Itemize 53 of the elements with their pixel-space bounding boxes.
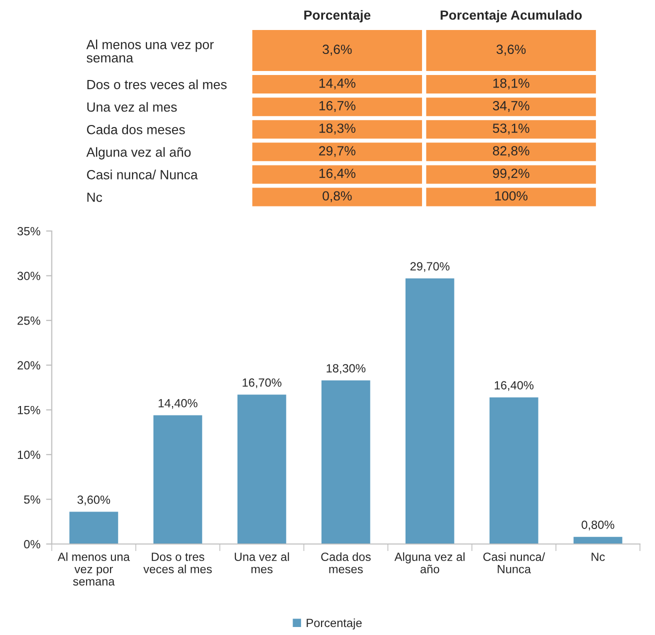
text: 3,6%	[322, 44, 352, 56]
category-label: Una vez al mes	[87, 102, 177, 112]
category-label: Alguna vez al año	[86, 147, 191, 160]
text: 82,8%	[492, 146, 530, 158]
text: 16,4%	[319, 168, 356, 180]
data-label: 14,40%	[158, 398, 198, 409]
bar	[574, 536, 622, 544]
bar	[153, 415, 202, 544]
category-label: Cada dos meses	[86, 124, 185, 134]
data-label: 29,70%	[410, 262, 450, 272]
bar	[406, 278, 454, 544]
y-tick-label: 25%	[18, 316, 40, 325]
category-label: Nc	[87, 192, 102, 202]
bar	[237, 394, 286, 544]
text: 53,1%	[492, 124, 530, 134]
y-tick-label: 20%	[18, 361, 40, 370]
x-tick-label: Alguna vez al año	[394, 552, 465, 574]
text: 18,1%	[493, 78, 530, 90]
data-label: 16,40%	[494, 381, 534, 391]
y-tick-label: 35%	[17, 227, 40, 236]
text: 99,2%	[492, 168, 530, 180]
y-tick-label: 10%	[18, 450, 40, 459]
y-tick-label: 0%	[24, 540, 40, 548]
bar	[490, 397, 538, 544]
data-label: 16,70%	[242, 378, 282, 388]
text: 34,7%	[492, 101, 530, 112]
bar	[321, 380, 370, 544]
x-tick-label: Al menos una vez por semana	[58, 552, 130, 586]
category-label: Porcentaje Acumulado	[440, 10, 582, 22]
category-label: Porcentaje	[304, 10, 370, 22]
text: 29,7%	[319, 146, 356, 158]
data-label: 3,60%	[77, 496, 110, 506]
x-tick-label: Casi nunca/ Nunca	[483, 552, 546, 574]
category-label: Dos o tres veces al mes	[87, 80, 227, 90]
y-tick-label: 30%	[17, 272, 40, 280]
data-label: 18,30%	[326, 364, 366, 374]
bar	[69, 512, 118, 544]
category-label: Al menos una vez por semana	[86, 40, 214, 62]
text: 18,3%	[319, 124, 356, 134]
data-label: 0,80%	[582, 520, 614, 530]
text: 3,6%	[496, 44, 526, 56]
x-tick-label: Dos o tres veces al mes	[143, 552, 212, 574]
x-tick-label: Cada dos meses	[321, 552, 371, 574]
text: 0,8%	[322, 191, 352, 202]
text: 100%	[495, 191, 528, 201]
x-tick-label: Nc	[592, 552, 605, 562]
text: 16,7%	[319, 101, 356, 112]
y-tick-label: 5%	[24, 495, 40, 504]
y-tick-label: 15%	[18, 406, 40, 414]
legend-label: Porcentaje	[306, 618, 362, 630]
category-label: Casi nunca/ Nunca	[86, 170, 198, 180]
x-tick-label: Una vez al mes	[234, 552, 289, 574]
text: 14,4%	[319, 78, 356, 90]
